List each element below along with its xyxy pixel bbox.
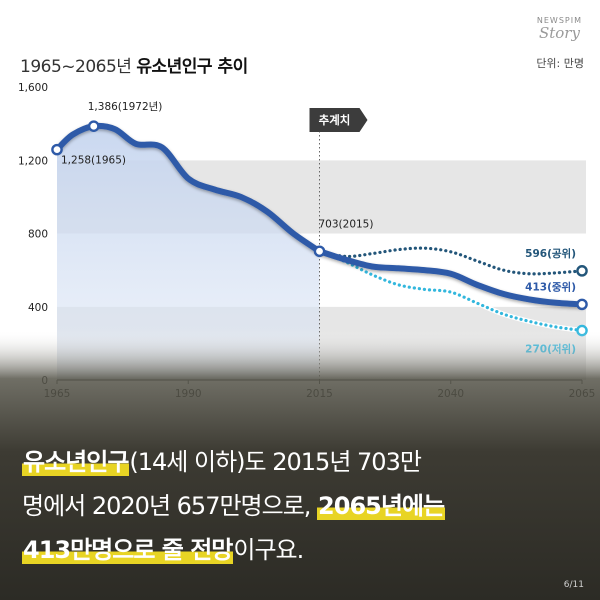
caption-text-2: 명에서 2020년 657만명으로, <box>22 492 318 520</box>
data-point-marker <box>313 245 326 258</box>
series-medium-line <box>316 248 585 308</box>
chart-title: 1965~2065년 유소년인구 추이 <box>20 52 248 77</box>
y-tick-label: 400 <box>28 302 48 314</box>
caption-highlight-3: 413만명으로 줄 전망 <box>22 536 233 564</box>
series-high-line <box>317 246 584 276</box>
y-tick-label: 1,200 <box>18 155 48 167</box>
data-point-marker <box>576 265 588 277</box>
caption-highlight-2: 2065년에는 <box>317 492 445 520</box>
page-number: 6/11 <box>563 580 584 590</box>
annotation-label: 1,258(1965) <box>61 155 126 167</box>
caption-text-3: 이구요. <box>233 536 304 564</box>
brand-line1: NEWSPIM <box>536 16 582 25</box>
title-years: 1965~2065년 <box>20 57 132 77</box>
estimate-label: 추계치 <box>319 113 351 127</box>
data-point-marker <box>87 120 100 132</box>
brand-line2: Story <box>538 24 580 42</box>
unit-label: 단위: 만명 <box>536 57 584 70</box>
caption: 유소년인구(14세 이하)도 2015년 703만 명에서 2020년 657만… <box>22 440 592 572</box>
estimate-tag: 추계치 <box>309 108 368 132</box>
brand-logo: NEWSPIM Story <box>537 16 582 42</box>
data-point-marker <box>576 298 588 311</box>
caption-line-1: 유소년인구(14세 이하)도 2015년 703만 <box>22 440 592 484</box>
series-low-line <box>317 249 584 333</box>
annotation-label: 1,386(1972년) <box>88 101 163 113</box>
y-tick-label: 800 <box>28 229 48 241</box>
series-layer <box>54 122 585 334</box>
y-tick-label: 1,600 <box>18 82 48 94</box>
caption-line-2: 명에서 2020년 657만명으로, 2065년에는 <box>22 484 592 528</box>
actual-area <box>57 125 320 380</box>
caption-line-3: 413만명으로 줄 전망이구요. <box>22 528 592 572</box>
caption-text-1: (14세 이하)도 2015년 703만 <box>129 448 422 476</box>
title-bold: 유소년인구 추이 <box>136 57 248 77</box>
annotation-label: 703(2015) <box>319 218 374 230</box>
data-point-marker <box>51 143 63 156</box>
annotation-label: 413(중위) <box>525 280 576 293</box>
caption-highlight-1: 유소년인구 <box>22 448 129 476</box>
annotation-label: 596(공위) <box>525 247 576 260</box>
